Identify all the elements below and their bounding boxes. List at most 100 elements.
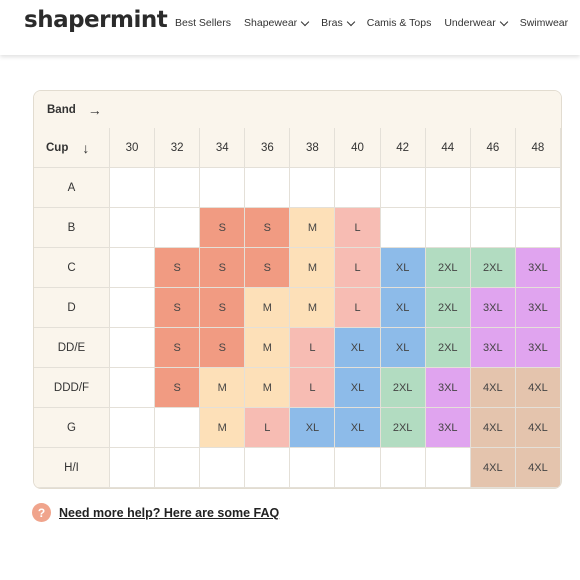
size-cell	[245, 448, 291, 488]
size-cell: 3XL	[425, 368, 471, 408]
size-cell: 3XL	[470, 328, 516, 368]
size-cell: L	[335, 248, 381, 288]
cup-label: Cup	[46, 141, 69, 154]
band-header-48: 48	[515, 128, 561, 168]
size-cell: 4XL	[515, 408, 561, 448]
band-header-34: 34	[200, 128, 246, 168]
faq-link[interactable]: Need more help? Here are some FAQ	[59, 505, 280, 520]
band-header-44: 44	[425, 128, 471, 168]
nav-item-bras[interactable]: Bras	[321, 17, 355, 29]
band-header-42: 42	[380, 128, 426, 168]
size-cell: 2XL	[425, 248, 471, 288]
chevron-down-icon	[499, 17, 508, 26]
arrow-right-icon: →	[87, 101, 102, 118]
cup-row-header: D	[34, 288, 110, 328]
band-header-38: 38	[290, 128, 336, 168]
size-cell: S	[245, 248, 291, 288]
size-cell	[515, 168, 561, 208]
size-cell: 2XL	[425, 328, 471, 368]
bra-size-chart: Band → Cup ↓ 30 32 34 36 38 40 42 44 46 48 A B S S M L C S S…	[33, 90, 562, 489]
size-cell	[380, 448, 426, 488]
size-cell: 2XL	[380, 368, 426, 408]
size-cell	[290, 168, 336, 208]
chevron-down-icon	[346, 17, 355, 26]
nav-item-label: Best Sellers	[175, 17, 232, 29]
size-cell: 4XL	[470, 368, 516, 408]
size-cell	[110, 208, 156, 248]
size-grid: Cup ↓ 30 32 34 36 38 40 42 44 46 48 A B S S M L C S S S M L XL 2X…	[34, 128, 561, 488]
arrow-down-icon: ↓	[82, 139, 90, 156]
size-cell	[515, 208, 561, 248]
size-cell: S	[155, 328, 201, 368]
size-cell	[110, 448, 156, 488]
site-header: shapermint Best Sellers Shapewear Bras Cami…	[0, 0, 580, 55]
nav-item-label: Underwear	[444, 17, 496, 29]
size-cell: XL	[335, 328, 381, 368]
size-cell	[335, 448, 381, 488]
nav-item-shapewear[interactable]: Shapewear	[244, 17, 310, 29]
size-cell	[155, 208, 201, 248]
shapermint-logo[interactable]: shapermint	[24, 7, 168, 33]
size-cell: M	[245, 328, 291, 368]
size-cell	[110, 328, 156, 368]
band-label: Band	[47, 103, 76, 116]
band-header-row: Band →	[34, 91, 561, 129]
size-cell: S	[200, 248, 246, 288]
size-cell: M	[245, 288, 291, 328]
size-cell: 2XL	[425, 288, 471, 328]
cup-row-header: C	[34, 248, 110, 288]
size-cell: 4XL	[515, 448, 561, 488]
chevron-down-icon	[300, 17, 310, 26]
band-header-30: 30	[110, 128, 156, 168]
nav-item-swimwear[interactable]: Swimwear	[520, 17, 568, 29]
size-cell: L	[290, 328, 336, 368]
cup-row-header: A	[34, 168, 110, 208]
size-cell: L	[245, 408, 291, 448]
size-cell	[290, 448, 336, 488]
size-cell: 3XL	[470, 288, 516, 328]
size-cell: XL	[380, 288, 426, 328]
cup-header-cell: Cup ↓	[34, 128, 110, 168]
nav-item-underwear[interactable]: Underwear	[444, 17, 508, 29]
size-cell	[155, 448, 201, 488]
size-cell: 4XL	[470, 408, 516, 448]
size-cell: S	[155, 248, 201, 288]
size-cell	[470, 208, 516, 248]
size-cell: S	[200, 288, 246, 328]
size-cell: L	[335, 208, 381, 248]
size-cell: M	[290, 248, 336, 288]
size-cell: S	[200, 208, 246, 248]
cup-row-header: H/I	[34, 448, 110, 488]
cup-row-header: B	[34, 208, 110, 248]
nav-item-best-sellers[interactable]: Best Sellers	[175, 17, 231, 29]
size-cell: 3XL	[515, 328, 561, 368]
nav-item-label: Camis & Tops	[366, 17, 432, 29]
size-cell: 3XL	[515, 288, 561, 328]
size-cell	[425, 168, 471, 208]
size-cell: 3XL	[425, 408, 471, 448]
size-cell: 4XL	[515, 368, 561, 408]
nav-item-camis-tops[interactable]: Camis & Tops	[367, 17, 432, 29]
nav-item-label: Swimwear	[519, 17, 569, 29]
size-cell	[425, 448, 471, 488]
size-cell: XL	[380, 248, 426, 288]
size-cell: 2XL	[380, 408, 426, 448]
size-cell: 4XL	[470, 448, 516, 488]
size-cell: M	[290, 208, 336, 248]
size-cell: L	[290, 368, 336, 408]
band-header-36: 36	[245, 128, 291, 168]
band-header-40: 40	[335, 128, 381, 168]
size-cell: L	[335, 288, 381, 328]
question-icon: ?	[32, 503, 51, 522]
size-cell: M	[200, 368, 246, 408]
size-cell: XL	[380, 328, 426, 368]
band-header-32: 32	[155, 128, 201, 168]
size-cell	[110, 248, 156, 288]
size-cell: M	[245, 368, 291, 408]
size-cell	[380, 208, 426, 248]
size-cell	[110, 408, 156, 448]
nav-item-label: Bras	[321, 17, 343, 29]
size-cell: S	[200, 328, 246, 368]
cup-row-header: DD/E	[34, 328, 110, 368]
size-cell: M	[200, 408, 246, 448]
